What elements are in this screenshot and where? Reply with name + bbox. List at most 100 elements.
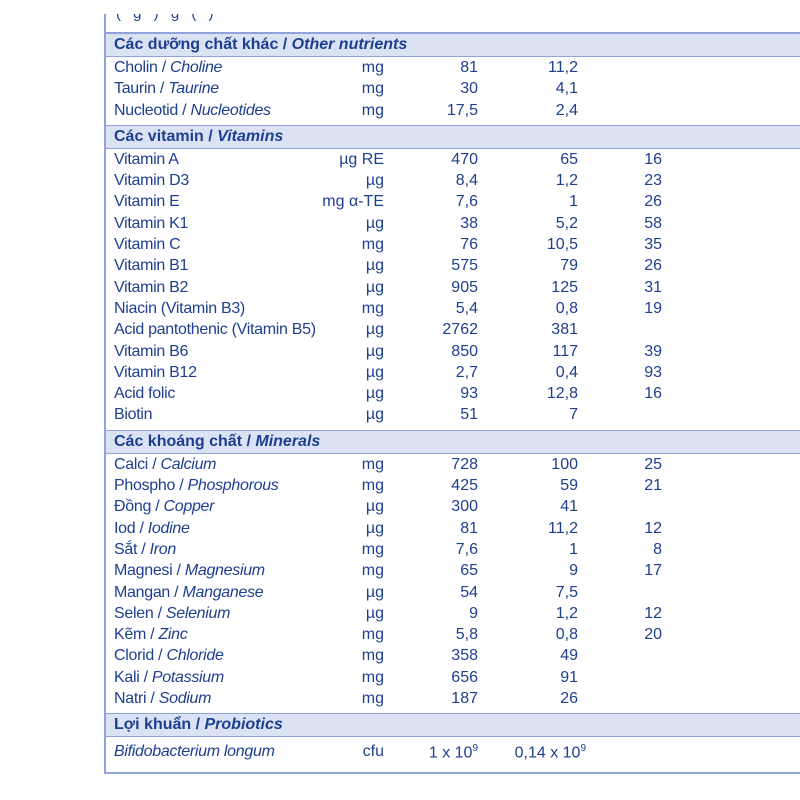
nutrient-unit: mg	[361, 477, 384, 495]
value-per-100g: 76	[460, 236, 478, 254]
value-per-100g: 470	[451, 150, 478, 168]
value-per-100g: 187	[451, 690, 478, 708]
vitamins-rows: Vitamin A µg RE 470 65 16 Vitamin D3 µg 8,4 1,2 2…	[106, 149, 800, 426]
nutrient-name: Đồng / Copper	[114, 498, 215, 516]
value-per-100ml: 7	[569, 406, 578, 424]
minerals-rows: Calci / Calcium mg 728 100 25 Phospho / Phosp…	[106, 454, 800, 710]
nutrient-unit: µg	[365, 406, 384, 424]
value-percent: 12	[644, 519, 662, 537]
nutrient-unit: µg	[365, 363, 384, 381]
table-row: Cholin / Choline mg 81 11,2	[106, 57, 800, 78]
value-per-100g: 54	[460, 583, 478, 601]
nutrient-unit: mg α-TE	[322, 193, 384, 211]
value-per-100ml: 1	[569, 540, 578, 558]
table-row: Niacin (Vitamin B3) mg 5,4 0,8 19	[106, 298, 800, 319]
table-row: Clorid / Chloride mg 358 49	[106, 645, 800, 666]
table-row: Magnesi / Magnesium mg 65 9 17	[106, 560, 800, 581]
table-row: Vitamin C mg 76 10,5 35	[106, 234, 800, 255]
table-row: Nucleotid / Nucleotides mg 17,5 2,4	[106, 100, 800, 121]
table-row: Vitamin B12 µg 2,7 0,4 93	[106, 362, 800, 383]
nutrient-name: Vitamin C	[114, 236, 181, 254]
nutrient-name: Mangan / Manganese	[114, 583, 264, 601]
value-per-100ml: 26	[560, 690, 578, 708]
value-per-100ml: 100	[551, 455, 578, 473]
value-per-100g: 5,4	[455, 299, 478, 317]
table-row: Vitamin E mg α-TE 7,6 1 26	[106, 191, 800, 212]
nutrient-unit: µg	[365, 257, 384, 275]
nutrient-name: Cholin / Choline	[114, 59, 223, 76]
nutrient-name: Iod / Iodine	[114, 519, 190, 537]
section-header-vitamins: Các vitamin / Vitamins	[106, 124, 800, 149]
table-row: Vitamin B6 µg 850 117 39	[106, 341, 800, 362]
nutrient-unit: µg	[365, 385, 384, 403]
table-row: Vitamin K1 µg 38 5,2 58	[106, 213, 800, 234]
nutrient-name: Taurin / Taurine	[114, 80, 219, 98]
table-row: Vitamin A µg RE 470 65 16	[106, 149, 800, 170]
nutrient-unit: µg	[365, 278, 384, 296]
nutrient-unit: µg	[365, 583, 384, 601]
value-percent: 17	[644, 562, 662, 580]
nutrient-name: Vitamin E	[114, 193, 180, 211]
table-row: Vitamin B2 µg 905 125 31	[106, 277, 800, 298]
nutrient-name: Bifidobacterium longum	[114, 743, 275, 761]
value-per-100g: 358	[451, 647, 478, 665]
value-per-100ml: 59	[560, 477, 578, 495]
nutrient-unit: mg	[361, 562, 384, 580]
nutrient-name: Vitamin B2	[114, 278, 189, 296]
value-per-100g: 905	[451, 278, 478, 296]
value-per-100ml: 11,2	[548, 59, 578, 76]
value-per-100ml: 1,2	[555, 172, 578, 190]
value-per-100ml: 0,8	[555, 626, 578, 644]
value-per-100ml: 9	[569, 562, 578, 580]
nutrient-name: Vitamin A	[114, 150, 179, 168]
value-per-100g: 300	[451, 498, 478, 516]
value-per-100ml: 91	[560, 668, 578, 686]
table-row: Biotin µg 51 7	[106, 404, 800, 425]
table-row: Acid pantothenic (Vitamin B5) µg 2762 381	[106, 319, 800, 340]
table-row-bifidobacterium: Bifidobacterium longum cfu 1 x 109 0,14 …	[106, 741, 800, 762]
nutrient-unit: mg	[361, 647, 384, 665]
value-per-100g: 1 x 109	[428, 743, 478, 762]
value-per-100ml: 4,1	[555, 80, 578, 98]
value-percent: 19	[644, 299, 662, 317]
value-per-100g: 65	[460, 562, 478, 580]
nutrient-unit: µg	[365, 172, 384, 190]
nutrient-name: Kẽm / Zinc	[114, 626, 188, 644]
value-percent: 93	[644, 363, 662, 381]
value-per-100g: 2,7	[455, 363, 478, 381]
nutrient-unit: mg	[361, 626, 384, 644]
table-row: Natri / Sodium mg 187 26	[106, 688, 800, 709]
nutrient-unit: µg	[365, 214, 384, 232]
nutrient-name: Kali / Potassium	[114, 668, 224, 686]
nutrient-name: Magnesi / Magnesium	[114, 562, 265, 580]
value-per-100ml: 0,8	[555, 299, 578, 317]
cut-off-previous-row: ( g ) g ( )	[106, 14, 800, 33]
table-row: Calci / Calcium mg 728 100 25	[106, 454, 800, 475]
nutrient-unit: mg	[361, 80, 384, 98]
table-row: Đồng / Copper µg 300 41	[106, 496, 800, 517]
value-per-100g: 8,4	[455, 172, 478, 190]
nutrient-name: Vitamin D3	[114, 172, 189, 190]
value-per-100g: 425	[451, 477, 478, 495]
value-per-100g: 9	[469, 604, 478, 622]
value-per-100ml: 0,4	[555, 363, 578, 381]
nutrient-unit: mg	[361, 236, 384, 254]
nutrient-name: Acid folic	[114, 385, 176, 403]
value-per-100g: 38	[460, 214, 478, 232]
nutrient-unit: mg	[361, 540, 384, 558]
value-percent: 12	[644, 604, 662, 622]
value-percent: 16	[644, 385, 662, 403]
value-per-100ml: 2,4	[555, 101, 578, 119]
value-percent: 58	[644, 214, 662, 232]
nutrient-unit: mg	[361, 668, 384, 686]
nutrient-name: Nucleotid / Nucleotides	[114, 101, 271, 119]
value-percent: 31	[644, 278, 662, 296]
nutrient-unit: cfu	[362, 743, 384, 761]
nutrient-name: Calci / Calcium	[114, 455, 217, 473]
value-percent: 25	[644, 455, 662, 473]
table-row: Selen / Selenium µg 9 1,2 12	[106, 603, 800, 624]
value-per-100g: 51	[460, 406, 478, 424]
value-per-100g: 5,8	[455, 626, 478, 644]
value-percent: 35	[644, 236, 662, 254]
nutrient-unit: µg RE	[339, 150, 384, 168]
